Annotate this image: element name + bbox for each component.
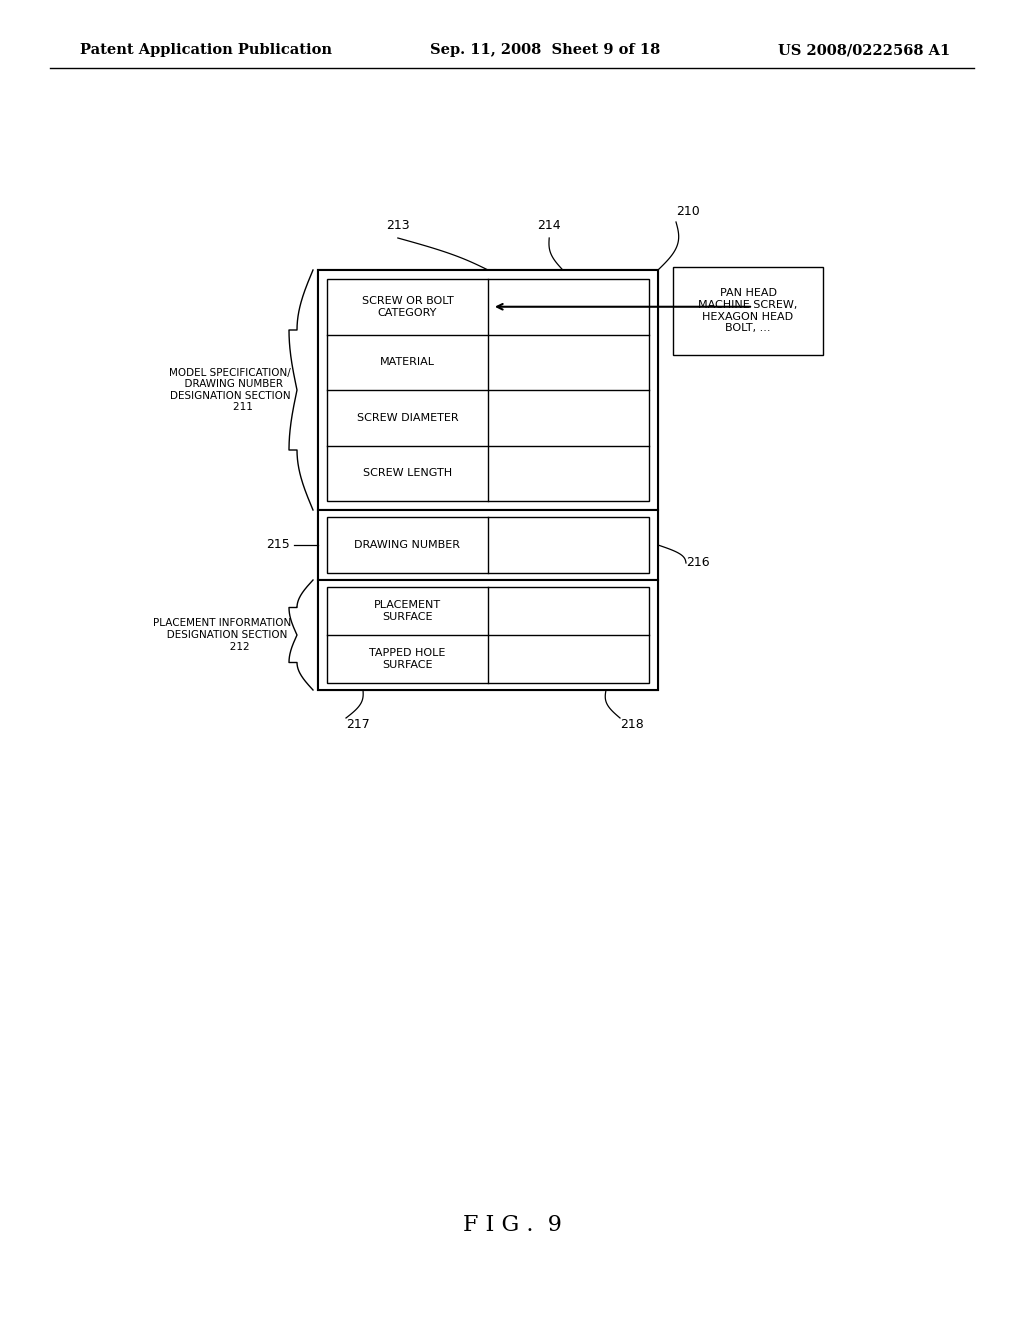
Text: Patent Application Publication: Patent Application Publication [80, 44, 332, 57]
Text: PLACEMENT
SURFACE: PLACEMENT SURFACE [374, 601, 441, 622]
Text: 210: 210 [676, 205, 699, 218]
Bar [318, 510, 658, 579]
Text: TAPPED HOLE
SURFACE: TAPPED HOLE SURFACE [370, 648, 445, 669]
Bar [327, 587, 649, 682]
Text: PLACEMENT INFORMATION
   DESIGNATION SECTION
           212: PLACEMENT INFORMATION DESIGNATION SECTIO… [153, 618, 291, 652]
Text: US 2008/0222568 A1: US 2008/0222568 A1 [778, 44, 950, 57]
Bar [318, 271, 658, 510]
Text: Sep. 11, 2008  Sheet 9 of 18: Sep. 11, 2008 Sheet 9 of 18 [430, 44, 660, 57]
Text: 215: 215 [266, 539, 290, 552]
Text: SCREW OR BOLT
CATEGORY: SCREW OR BOLT CATEGORY [361, 296, 454, 318]
Text: MATERIAL: MATERIAL [380, 358, 435, 367]
Bar [318, 271, 658, 690]
Bar [327, 279, 649, 502]
Text: F I G .  9: F I G . 9 [463, 1214, 561, 1236]
Text: 217: 217 [346, 718, 370, 731]
Text: MODEL SPECIFICATION/
  DRAWING NUMBER
DESIGNATION SECTION
        211: MODEL SPECIFICATION/ DRAWING NUMBER DESI… [169, 367, 291, 412]
Text: 218: 218 [620, 718, 644, 731]
Bar [673, 267, 823, 355]
Text: SCREW DIAMETER: SCREW DIAMETER [356, 413, 459, 422]
Bar [327, 517, 649, 573]
Text: PAN HEAD
MACHINE SCREW,
HEXAGON HEAD
BOLT, ...: PAN HEAD MACHINE SCREW, HEXAGON HEAD BOL… [698, 288, 798, 333]
Text: 213: 213 [386, 219, 410, 232]
Text: 216: 216 [686, 557, 710, 569]
Text: DRAWING NUMBER: DRAWING NUMBER [354, 540, 461, 550]
Bar [318, 579, 658, 690]
Text: 214: 214 [538, 219, 561, 232]
Text: SCREW LENGTH: SCREW LENGTH [362, 469, 452, 478]
